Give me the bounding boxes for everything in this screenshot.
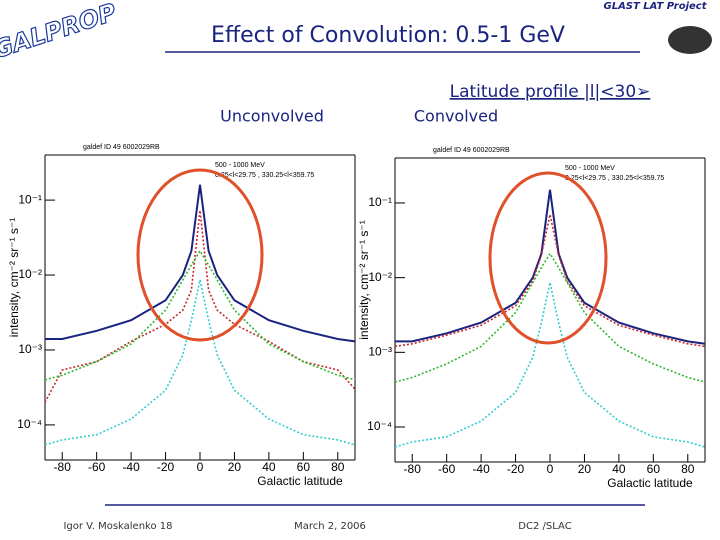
y-tick-label: 10⁻³ (368, 344, 392, 358)
x-tick-label: 60 (647, 462, 661, 476)
plot-annotation: 500 - 1000 MeV (215, 162, 265, 169)
series-line (394, 282, 706, 448)
y-axis-label: intensity, cm⁻² sr⁻¹ s⁻¹ (357, 220, 371, 339)
plot-annotation: 0.25<l<29.75 , 330.25<l<359.75 (565, 175, 664, 182)
panel-title: Convolved (414, 107, 498, 126)
x-tick-label: 80 (681, 462, 695, 476)
x-tick-label: 0 (197, 460, 204, 474)
footer-author: Igor V. Moskalenko 18 (63, 521, 172, 532)
x-tick-label: -40 (122, 460, 140, 474)
x-tick-label: 80 (331, 460, 345, 474)
x-tick-label: 40 (262, 460, 276, 474)
slide-title: Effect of Convolution: 0.5-1 GeV (211, 23, 565, 48)
y-tick-label: 10⁻¹ (18, 192, 42, 206)
x-tick-label: 60 (297, 460, 311, 474)
y-tick-label: 10⁻² (18, 267, 42, 281)
y-tick-label: 10⁻⁴ (17, 417, 42, 431)
footer-date: March 2, 2006 (294, 521, 366, 532)
y-tick-label: 10⁻² (368, 270, 392, 284)
subtitle: Latitude profile |l|<30➢ (450, 82, 651, 102)
plot-annotation: 0.25<l<29.75 , 330.25<l<359.75 (215, 172, 314, 179)
x-tick-label: -60 (88, 460, 106, 474)
highlight-ellipse (136, 168, 264, 342)
x-tick-label: -20 (507, 462, 525, 476)
highlight-ellipse (488, 171, 608, 345)
x-tick-label: 20 (578, 462, 592, 476)
plot-annotation: galdef ID 49 6002029RB (83, 144, 160, 151)
series-line (44, 279, 356, 446)
y-axis-label: intensity, cm⁻² sr⁻¹ s⁻¹ (7, 218, 21, 337)
series-line (394, 214, 706, 348)
x-tick-label: -60 (438, 462, 456, 476)
series-line (44, 249, 356, 381)
footer-event: DC2 /SLAC (518, 521, 571, 532)
y-tick-label: 10⁻¹ (368, 195, 392, 209)
satellite-icon (668, 26, 712, 54)
x-tick-label: 40 (612, 462, 626, 476)
plot-annotation: 500 - 1000 MeV (565, 165, 615, 172)
plot-annotation: galdef ID 49 6002029RB (433, 147, 510, 154)
x-tick-label: -40 (472, 462, 490, 476)
x-tick-label: 0 (547, 462, 554, 476)
x-tick-label: -20 (157, 460, 175, 474)
y-tick-label: 10⁻³ (18, 342, 42, 356)
x-axis-label: Galactic latitude (607, 476, 693, 490)
project-label: GLAST LAT Project (603, 1, 707, 12)
x-axis-label: Galactic latitude (257, 474, 343, 488)
x-tick-label: -80 (404, 462, 422, 476)
series-line (395, 189, 706, 345)
panel-title: Unconvolved (220, 107, 324, 126)
y-tick-label: 10⁻⁴ (367, 419, 392, 433)
plots: 10⁻¹10⁻²10⁻³10⁻⁴-80 -60 -40 -20 0 20 40 60 80Gal… (7, 144, 706, 490)
x-tick-label: 20 (228, 460, 242, 474)
series-line (45, 184, 356, 343)
x-tick-label: -80 (54, 460, 72, 474)
series-line (394, 252, 706, 383)
